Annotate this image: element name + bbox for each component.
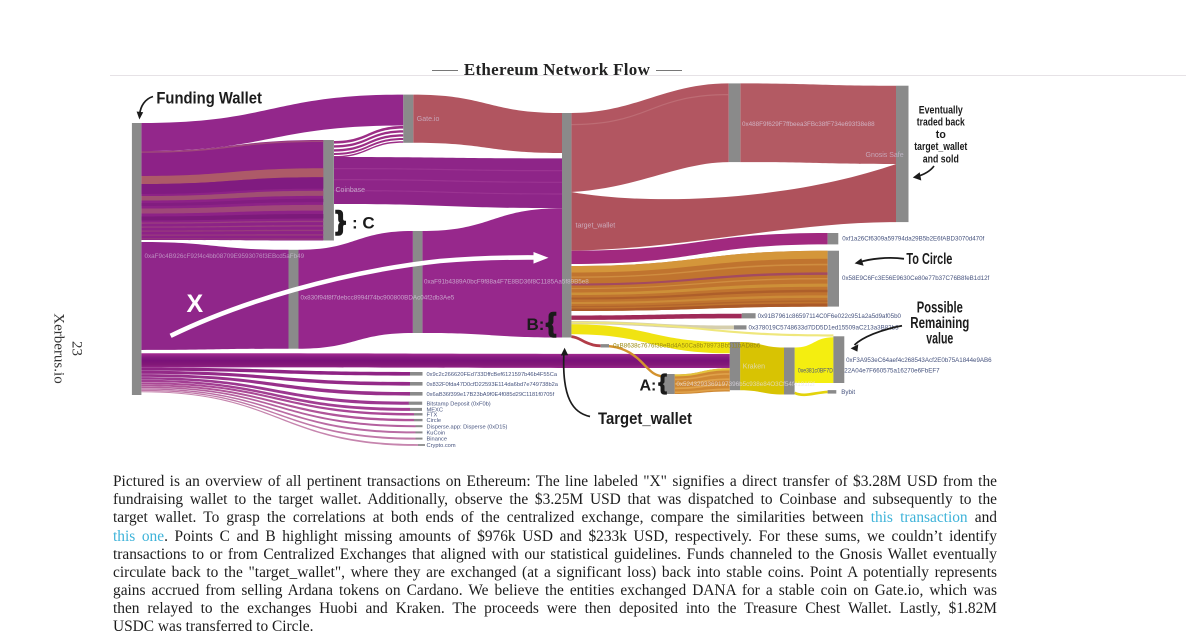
svg-text:Gnosis Safe: Gnosis Safe	[866, 152, 904, 159]
svg-text:Funding Wallet: Funding Wallet	[156, 90, 262, 108]
svg-text:value: value	[926, 331, 953, 348]
svg-text:FTX: FTX	[427, 412, 438, 418]
svg-text:0xaF9c4B926cF92f4c4bb08709E959: 0xaF9c4B926cF92f4c4bb08709E9593076f3EBcd…	[145, 253, 305, 260]
svg-text:KuCoin: KuCoin	[427, 431, 446, 437]
svg-text:Disperse.app: Disperse (0xD15): Disperse.app: Disperse (0xD15)	[427, 424, 508, 430]
svg-text:0x6aB36f399e17B23bA9f0E4f085d2: 0x6aB36f399e17B23bA9f0E4f085d29C1181f070…	[427, 392, 555, 398]
svg-text:Eventually: Eventually	[919, 105, 964, 117]
svg-text:0x5243293369197396b5c938e84O3C: 0x5243293369197396b5c938e84O3Cf54f4191f2…	[676, 381, 815, 388]
svg-text:target_wallet: target_wallet	[576, 223, 616, 230]
svg-text:Binance: Binance	[427, 437, 448, 443]
svg-text:Bybit: Bybit	[841, 389, 855, 396]
svg-text:{: {	[659, 372, 667, 395]
svg-text:A:: A:	[640, 377, 657, 394]
svg-text:0x9c2c266620FEd733DffcBef61215: 0x9c2c266620FEd733DffcBef6121597b46b4F55…	[427, 372, 558, 378]
svg-text:0x488F9f629F7ffbeea3FBc38fF734: 0x488F9f629F7ffbeea3FBc38fF734e693f38e88	[742, 121, 875, 128]
svg-text:Kraken: Kraken	[743, 363, 765, 370]
svg-text:B:: B:	[527, 315, 545, 334]
svg-text:X: X	[187, 290, 204, 318]
svg-text:0x830f94f8f7debcc8994f74bc9008: 0x830f94f8f7debcc8994f74bc900800BDAc04f2…	[301, 295, 455, 302]
svg-text:0xf1a26Cf6309a59794da29B5b2E6f: 0xf1a26Cf6309a59794da29B5b2E6fABD3070d47…	[842, 236, 984, 243]
svg-text:Circle: Circle	[427, 418, 442, 424]
svg-text:Possible: Possible	[917, 300, 963, 317]
svg-text:0x91B7961c86597114C0F6e022c951: 0x91B7961c86597114C0F6e022c951a2a5d9af05…	[758, 313, 902, 320]
svg-text:Bitstamp Deposit (0xF0b): Bitstamp Deposit (0xF0b)	[427, 401, 491, 407]
svg-text:to: to	[936, 129, 946, 141]
svg-text:0xe381c0BF7D: 0xe381c0BF7D	[798, 367, 833, 374]
svg-text:Remaining: Remaining	[910, 315, 969, 332]
svg-text:0x832F0fda47D0cfD22593E114da6b: 0x832F0fda47D0cfD22593E114da6bd7e749738b…	[427, 382, 559, 388]
svg-text:0xaF91b4389A0bcF9f88a4F7E8BD36: 0xaF91b4389A0bcF9f88a4F7E8BD36f8C1185Aa5…	[424, 279, 589, 286]
svg-text:Crypto.com: Crypto.com	[427, 443, 456, 449]
svg-text:0xF3A953eC64aef4c268543Acf2E0b: 0xF3A953eC64aef4c268543Acf2E0b75A1844e9A…	[846, 357, 992, 364]
svg-text:target_wallet: target_wallet	[914, 141, 967, 153]
svg-text:: C: : C	[352, 214, 375, 233]
svg-text:}: }	[336, 206, 346, 236]
svg-text:To Circle: To Circle	[906, 251, 952, 268]
svg-text:{: {	[546, 308, 556, 338]
svg-text:traded back: traded back	[917, 117, 966, 129]
svg-text:Target_wallet: Target_wallet	[598, 409, 692, 428]
svg-text:Coinbase: Coinbase	[336, 187, 366, 194]
svg-text:0x378019C5748633d7DD5D1ed15509: 0x378019C5748633d7DD5D1ed15509aC213a3B82…	[749, 325, 900, 332]
svg-text:Gate.io: Gate.io	[417, 116, 440, 123]
svg-text:MEXC: MEXC	[427, 408, 443, 414]
svg-text:0x58E9C6Fc3E56E9630Ce80e77b37C: 0x58E9C6Fc3E56E9630Ce80e77b37C76B8feB1d1…	[842, 275, 990, 282]
svg-text:0xB8638c7676f38eBd4A50Ca8b7897: 0xB8638c7676f38eBd4A50Ca8b78973Bb511bAD8…	[613, 342, 761, 349]
svg-text:22A04e7F660575a16270e6FbEF7: 22A04e7F660575a16270e6FbEF7	[844, 367, 940, 374]
svg-text:and sold: and sold	[923, 153, 959, 165]
